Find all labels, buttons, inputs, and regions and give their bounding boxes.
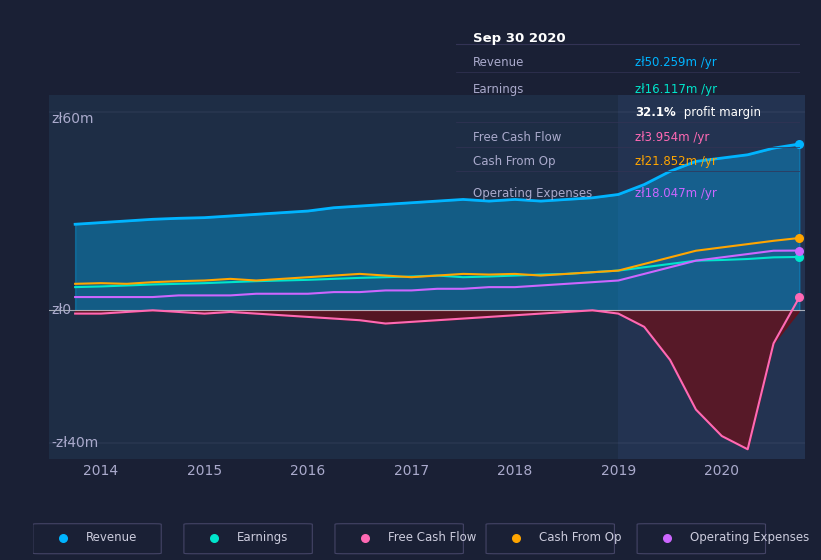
Text: zł3.954m /yr: zł3.954m /yr (635, 131, 709, 144)
Text: Revenue: Revenue (473, 57, 525, 69)
Text: zł0: zł0 (52, 304, 71, 318)
Point (793, 234, 806, 242)
Point (510, 533, 523, 542)
Text: Free Cash Flow: Free Cash Flow (388, 531, 476, 544)
Text: zł60m: zł60m (52, 112, 94, 126)
Bar (618, 95, 805, 459)
Text: Earnings: Earnings (473, 83, 525, 96)
Text: Operating Expenses: Operating Expenses (690, 531, 810, 544)
Text: 32.1%: 32.1% (635, 106, 676, 119)
Text: Sep 30 2020: Sep 30 2020 (473, 32, 566, 45)
Point (793, 253, 806, 262)
Text: Cash From Op: Cash From Op (539, 531, 621, 544)
Point (661, 533, 674, 542)
Text: zł18.047m /yr: zł18.047m /yr (635, 187, 717, 200)
Point (793, 246, 806, 255)
Text: Earnings: Earnings (236, 531, 288, 544)
Point (359, 533, 372, 542)
Text: -zł40m: -zł40m (52, 436, 99, 450)
Text: profit margin: profit margin (680, 106, 761, 119)
Text: Operating Expenses: Operating Expenses (473, 187, 592, 200)
Text: Revenue: Revenue (85, 531, 137, 544)
Text: Cash From Op: Cash From Op (473, 155, 555, 168)
Text: zł50.259m /yr: zł50.259m /yr (635, 57, 717, 69)
Text: Free Cash Flow: Free Cash Flow (473, 131, 562, 144)
Point (208, 533, 221, 542)
Point (793, 139, 806, 148)
Point (793, 293, 806, 302)
Text: zł16.117m /yr: zł16.117m /yr (635, 83, 717, 96)
Point (57, 533, 70, 542)
Text: zł21.852m /yr: zł21.852m /yr (635, 155, 717, 168)
